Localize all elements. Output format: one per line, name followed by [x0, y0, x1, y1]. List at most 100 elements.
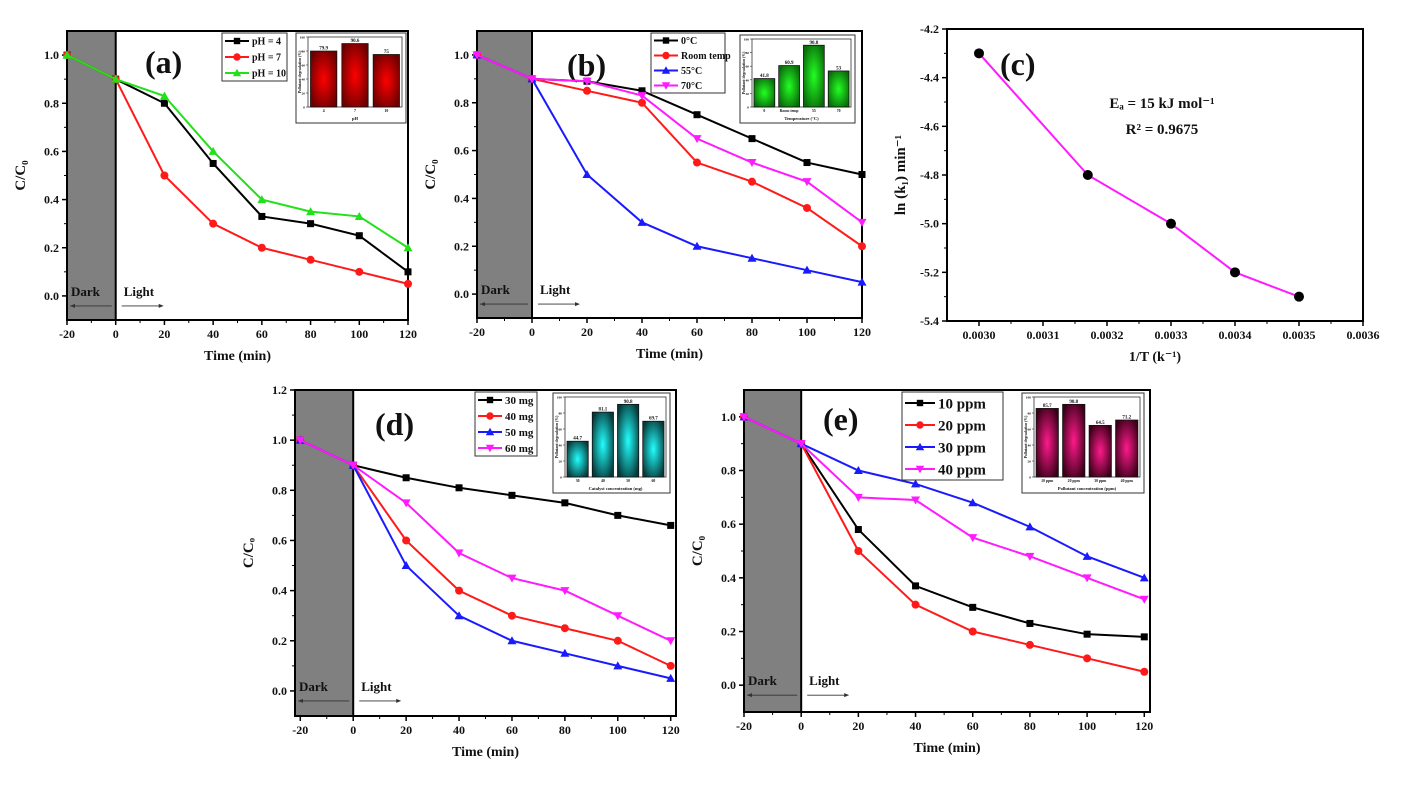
data-point: [747, 253, 757, 262]
inset-x-tick-label: 20 ppm: [1068, 479, 1081, 483]
light-arrow-head: [575, 302, 580, 307]
inset-y-tick-label: 0: [1029, 476, 1031, 480]
inset-bar: [1035, 408, 1059, 478]
data-point: [258, 212, 266, 220]
data-point: [560, 624, 569, 633]
inset-x-tick-label: 7: [354, 109, 356, 113]
legend-label: pH = 10: [252, 69, 286, 80]
data-point: [854, 547, 863, 555]
x-tick-label: 20: [852, 719, 864, 733]
x-tick-label: 0: [529, 325, 535, 339]
data-point: [355, 267, 364, 276]
legend-marker: [661, 82, 671, 90]
inset-bar: [753, 78, 776, 108]
inset-y-tick-label: 40: [746, 78, 750, 82]
x-tick-label: 40: [910, 719, 922, 733]
data-point: [796, 440, 806, 449]
data-point: [911, 496, 921, 505]
x-axis-label: Time (min): [636, 347, 703, 362]
data-point: [454, 611, 464, 620]
panel-c: 0.0030 0.0031 0.0032 0.0033 0.0034 0.0035 0.00…: [893, 22, 1380, 365]
inset-axes: [1033, 396, 1141, 478]
x-tick-label: 0.0033: [1155, 328, 1188, 342]
dark-region: [744, 390, 802, 712]
legend-marker: [915, 442, 925, 451]
x-axis-label: 1/T (k⁻¹): [1129, 350, 1182, 365]
series-line: [743, 415, 1145, 638]
data-point: [692, 241, 702, 250]
y-tick-label: 1.0: [721, 410, 736, 424]
inset-y-tick-label: 20: [1028, 460, 1032, 464]
x-tick-label: 100: [1078, 719, 1096, 733]
inset-x-tick-label: 30: [576, 479, 580, 483]
dark-arrow-head: [480, 302, 485, 307]
dark-arrow-head: [298, 698, 303, 703]
data-point: [295, 436, 305, 445]
legend-label: 30 ppm: [938, 440, 986, 456]
inset-y-tick-label: 20: [559, 460, 563, 464]
legend-marker: [662, 51, 670, 60]
y-tick-label: 1.2: [272, 383, 287, 397]
inset-bar-value-label: 64.5: [1096, 421, 1105, 426]
data-point: [747, 159, 757, 168]
data-point: [1230, 267, 1240, 278]
inset-bar: [827, 70, 850, 108]
x-tick-label: 0.0035: [1283, 328, 1316, 342]
data-point: [404, 279, 412, 288]
panel-label: (e): [823, 401, 859, 437]
data-point: [802, 265, 812, 274]
y-tick-label: 0.4: [44, 193, 59, 207]
inset-x-axis-label: Pollutant concentration (ppm): [1058, 486, 1117, 491]
x-tick-label: -20: [469, 325, 485, 339]
series-3: [472, 51, 867, 227]
x-tick-label: 0.0030: [963, 328, 996, 342]
x-tick-label: 0: [798, 719, 804, 733]
data-point: [803, 159, 811, 167]
y-tick-label: 0.2: [721, 625, 736, 639]
legend-marker: [485, 444, 495, 453]
inset-y-tick-label: 40: [1028, 444, 1032, 448]
data-point: [403, 243, 413, 252]
series-line: [66, 54, 409, 285]
y-tick-label: 0.8: [44, 96, 59, 110]
inset-y-tick-label: 0: [747, 106, 749, 110]
data-point: [969, 603, 977, 611]
legend-frame: [474, 391, 538, 457]
inset-axes: [751, 38, 852, 108]
series-3: [739, 413, 1149, 604]
data-point: [454, 549, 464, 558]
x-tick-label: 40: [207, 327, 219, 341]
legend-label: pH = 7: [252, 53, 281, 64]
data-point: [160, 99, 168, 107]
legend-marker: [661, 66, 671, 74]
inset-bar: [642, 420, 665, 478]
data-point: [306, 207, 316, 216]
x-tick-label: -20: [59, 327, 75, 341]
inset-x-tick-label: 55: [812, 109, 816, 113]
x-tick-label: 80: [559, 723, 571, 737]
data-point: [613, 612, 623, 621]
data-point: [1294, 291, 1304, 302]
inset-bar-value-label: 71.2: [1122, 416, 1131, 421]
inset-x-axis-label: pH: [352, 116, 359, 121]
inset-y-tick-label: 40: [302, 78, 306, 82]
data-point: [853, 466, 863, 474]
data-point: [858, 171, 866, 178]
data-point: [637, 217, 647, 226]
data-point: [160, 171, 169, 180]
data-point: [307, 220, 315, 228]
x-tick-label: 120: [1135, 719, 1153, 733]
data-point: [638, 98, 646, 107]
inset-y-tick-label: 100: [744, 38, 750, 42]
y-axis-label: C/Cₒ: [241, 537, 257, 568]
data-point: [739, 413, 749, 422]
data-point: [1082, 170, 1093, 180]
data-point: [355, 232, 363, 240]
data-point: [62, 50, 72, 59]
x-axis-label: Time (min): [452, 745, 519, 760]
data-point: [507, 611, 516, 620]
legend: 30 mg 40 mg 50 mg 60 mg: [474, 391, 538, 457]
inset-y-tick-label: 0: [560, 476, 562, 480]
dark-arrow-head: [70, 303, 75, 308]
y-tick-label: 0.6: [272, 533, 287, 547]
